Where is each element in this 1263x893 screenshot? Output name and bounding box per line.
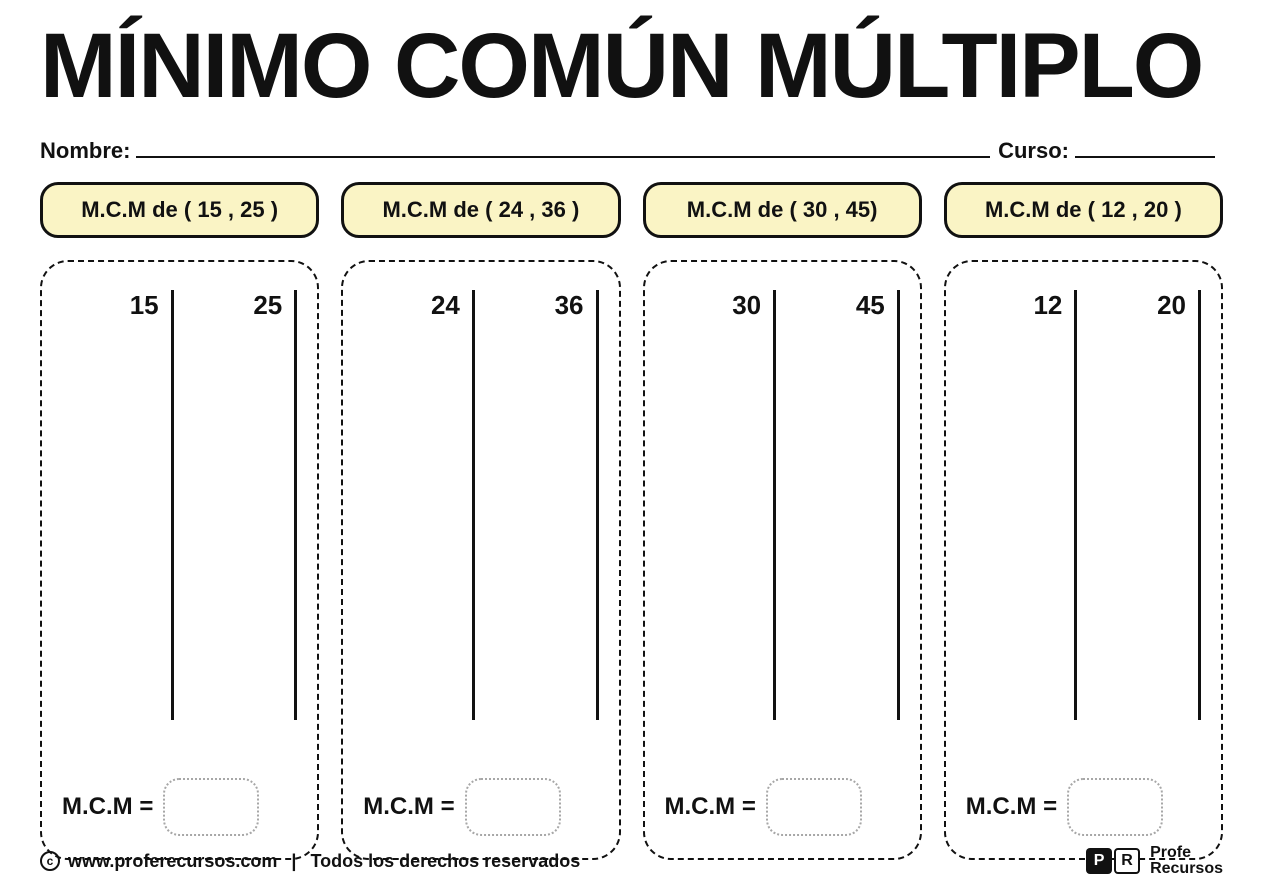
- pill-prefix: M.C.M de: [382, 197, 479, 222]
- answer-label: M.C.M =: [966, 793, 1057, 821]
- answer-row: M.C.M =: [363, 778, 598, 836]
- brand-badge-icon: P R: [1086, 848, 1140, 874]
- course-label: Curso:: [998, 138, 1069, 164]
- answer-row: M.C.M =: [665, 778, 900, 836]
- badge-r: R: [1114, 848, 1140, 874]
- work-box: 24 36 M.C.M =: [341, 260, 620, 860]
- name-label: Nombre:: [40, 138, 130, 164]
- worksheet-columns: M.C.M de ( 15 , 25 ) 15 25 M.C.M =: [40, 182, 1223, 860]
- factor-col-b: 45: [788, 290, 900, 720]
- column-1: M.C.M de ( 15 , 25 ) 15 25 M.C.M =: [40, 182, 319, 860]
- meta-row: Nombre: Curso:: [40, 134, 1223, 164]
- number-a: 30: [665, 290, 774, 321]
- pill-pair: ( 15 , 25 ): [184, 197, 278, 222]
- factor-col-a: 12: [966, 290, 1078, 720]
- factor-col-a: 30: [665, 290, 777, 720]
- footer-rights: Todos los derechos reservados: [310, 851, 580, 872]
- answer-label: M.C.M =: [665, 793, 756, 821]
- number-a: 24: [363, 290, 472, 321]
- brand-line1: Profe: [1150, 844, 1191, 861]
- answer-label: M.C.M =: [363, 793, 454, 821]
- problem-pill: M.C.M de ( 24 , 36 ): [341, 182, 620, 238]
- pill-pair: ( 30 , 45): [789, 197, 877, 222]
- factor-col-b: 36: [487, 290, 599, 720]
- work-box: 12 20 M.C.M =: [944, 260, 1223, 860]
- column-2: M.C.M de ( 24 , 36 ) 24 36 M.C.M =: [341, 182, 620, 860]
- footer-site: www.proferecursos.com: [68, 851, 277, 872]
- answer-row: M.C.M =: [966, 778, 1201, 836]
- name-line[interactable]: [136, 134, 990, 158]
- brand-line2: Recursos: [1150, 860, 1223, 877]
- pill-pair: ( 12 , 20 ): [1088, 197, 1182, 222]
- column-4: M.C.M de ( 12 , 20 ) 12 20 M.C.M =: [944, 182, 1223, 860]
- brand-text: Profe Recursos: [1150, 845, 1223, 877]
- answer-row: M.C.M =: [62, 778, 297, 836]
- pill-prefix: M.C.M de: [985, 197, 1082, 222]
- pill-prefix: M.C.M de: [687, 197, 784, 222]
- number-a: 15: [62, 290, 171, 321]
- answer-box[interactable]: [1067, 778, 1163, 836]
- problem-pill: M.C.M de ( 15 , 25 ): [40, 182, 319, 238]
- number-a: 12: [966, 290, 1075, 321]
- copyright-icon: c: [40, 851, 60, 871]
- answer-box[interactable]: [465, 778, 561, 836]
- divider-line: [1074, 290, 1077, 720]
- divider-line: [472, 290, 475, 720]
- divider-line: [171, 290, 174, 720]
- work-box: 15 25 M.C.M =: [40, 260, 319, 860]
- pill-pair: ( 24 , 36 ): [485, 197, 579, 222]
- problem-pill: M.C.M de ( 30 , 45): [643, 182, 922, 238]
- number-b: 25: [186, 290, 295, 321]
- factor-col-a: 15: [62, 290, 174, 720]
- page-title: MÍNIMO COMÚN MÚLTIPLO: [40, 20, 1223, 112]
- number-b: 36: [487, 290, 596, 321]
- divider-line: [1198, 290, 1201, 720]
- divider-line: [897, 290, 900, 720]
- factor-col-b: 20: [1089, 290, 1201, 720]
- factor-col-a: 24: [363, 290, 475, 720]
- problem-pill: M.C.M de ( 12 , 20 ): [944, 182, 1223, 238]
- factor-col-b: 25: [186, 290, 298, 720]
- number-b: 20: [1089, 290, 1198, 321]
- work-box: 30 45 M.C.M =: [643, 260, 922, 860]
- footer-separator: |: [291, 851, 296, 872]
- answer-box[interactable]: [163, 778, 259, 836]
- answer-label: M.C.M =: [62, 793, 153, 821]
- pill-prefix: M.C.M de: [81, 197, 178, 222]
- divider-line: [773, 290, 776, 720]
- footer: c www.proferecursos.com | Todos los dere…: [40, 845, 1223, 877]
- course-line[interactable]: [1075, 134, 1215, 158]
- number-b: 45: [788, 290, 897, 321]
- column-3: M.C.M de ( 30 , 45) 30 45 M.C.M =: [643, 182, 922, 860]
- badge-p: P: [1086, 848, 1112, 874]
- divider-line: [596, 290, 599, 720]
- brand: P R Profe Recursos: [1086, 845, 1223, 877]
- answer-box[interactable]: [766, 778, 862, 836]
- divider-line: [294, 290, 297, 720]
